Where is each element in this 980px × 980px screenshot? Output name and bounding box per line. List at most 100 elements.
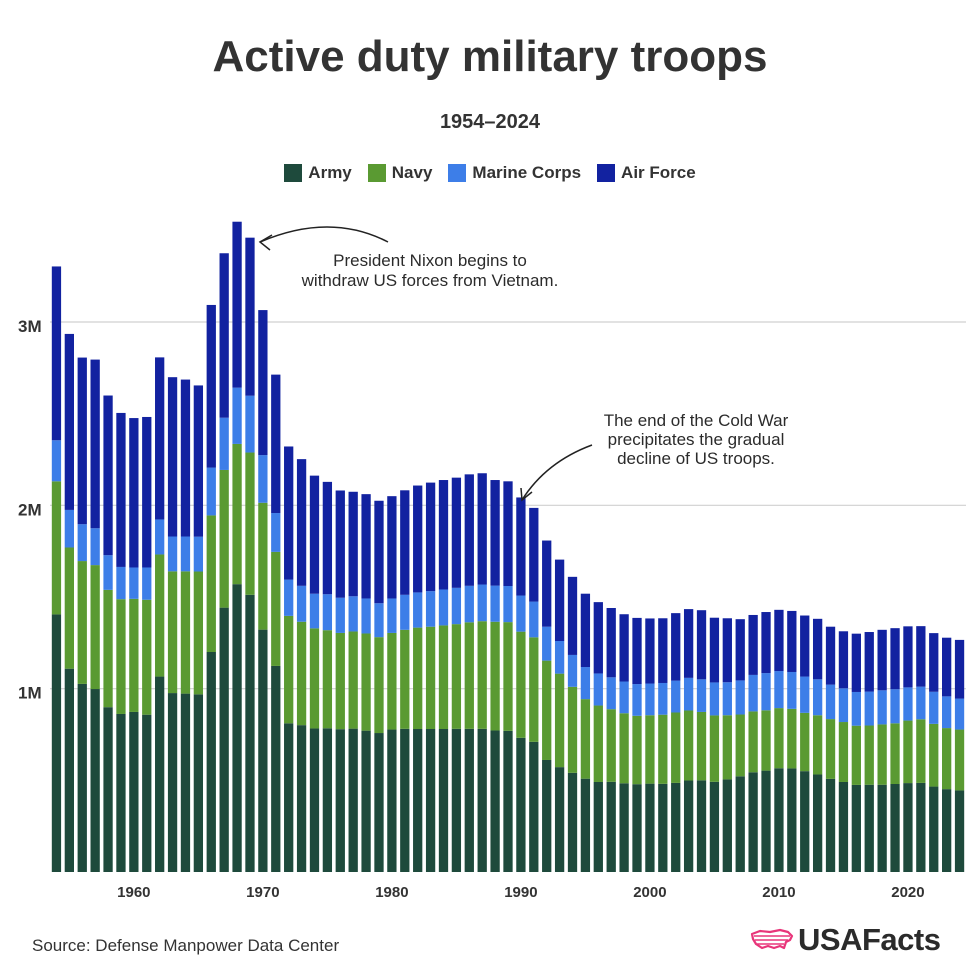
logo-wordmark: USAFacts xyxy=(798,922,941,957)
bar-navy-1995 xyxy=(580,699,591,779)
x-tick-label: 2020 xyxy=(891,884,924,901)
bar-navy-2007 xyxy=(735,714,745,777)
bar-army-2020 xyxy=(903,783,913,872)
chart-title: Active duty military troops xyxy=(212,32,768,81)
bar-air-force-1987 xyxy=(477,473,487,585)
bar-air-force-1971 xyxy=(271,374,281,514)
bar-navy-2008 xyxy=(748,711,758,773)
bar-army-2011 xyxy=(787,768,797,872)
bar-air-force-1962 xyxy=(155,357,165,520)
chart-subtitle: 1954–2024 xyxy=(439,111,541,133)
bar-army-1997 xyxy=(606,781,616,872)
bar-navy-1963 xyxy=(167,571,178,694)
bar-marine-corps-1995 xyxy=(580,667,591,700)
bar-air-force-1959 xyxy=(116,412,126,567)
bar-army-1994 xyxy=(567,772,578,872)
bar-marine-corps-2011 xyxy=(787,671,797,709)
bar-army-1971 xyxy=(271,665,281,872)
bar-army-1974 xyxy=(309,728,320,872)
bar-marine-corps-2016 xyxy=(851,691,861,726)
legend-label: Navy xyxy=(391,163,433,182)
bar-air-force-2024 xyxy=(954,639,965,699)
bar-marine-corps-1976 xyxy=(335,597,345,633)
bar-air-force-1977 xyxy=(348,491,358,597)
bar-air-force-2006 xyxy=(722,618,732,683)
bar-marine-corps-2008 xyxy=(748,674,758,712)
bar-army-1989 xyxy=(503,730,513,872)
bar-marine-corps-1973 xyxy=(296,585,307,622)
bar-marine-corps-1980 xyxy=(387,598,397,633)
bar-air-force-1985 xyxy=(451,477,462,588)
bar-army-2006 xyxy=(722,779,732,872)
bar-air-force-2022 xyxy=(929,633,939,692)
y-tick-label: 2M xyxy=(18,500,42,519)
bar-army-2023 xyxy=(942,789,952,872)
bar-army-1966 xyxy=(206,652,216,872)
legend-swatch xyxy=(597,164,616,182)
bar-army-2019 xyxy=(890,784,900,872)
bar-navy-2012 xyxy=(800,712,810,772)
bar-navy-2006 xyxy=(722,715,732,780)
bar-navy-1990 xyxy=(516,631,526,738)
bar-air-force-2003 xyxy=(683,609,694,678)
bar-navy-1992 xyxy=(542,660,552,760)
legend-swatch xyxy=(367,164,386,182)
bar-marine-corps-2009 xyxy=(761,673,771,711)
bar-army-1968 xyxy=(232,584,242,872)
bar-navy-1954 xyxy=(51,481,62,615)
bar-navy-1997 xyxy=(606,709,616,782)
bar-navy-1970 xyxy=(258,502,268,630)
bar-air-force-1966 xyxy=(206,304,216,468)
bar-marine-corps-1990 xyxy=(516,595,526,632)
bar-army-2010 xyxy=(774,768,784,872)
bar-marine-corps-2010 xyxy=(774,671,784,709)
bar-army-1990 xyxy=(516,737,526,872)
bar-navy-1964 xyxy=(180,571,191,694)
bar-army-1964 xyxy=(180,693,191,872)
bar-marine-corps-1972 xyxy=(284,579,294,616)
bar-marine-corps-1963 xyxy=(167,536,178,572)
bar-navy-1960 xyxy=(129,598,139,712)
bar-army-1979 xyxy=(374,733,384,872)
bar-air-force-1981 xyxy=(400,490,410,595)
bar-army-2018 xyxy=(877,784,887,872)
bar-air-force-1982 xyxy=(413,485,423,593)
bar-marine-corps-1965 xyxy=(193,536,204,572)
bar-marine-corps-1960 xyxy=(129,567,139,599)
bar-air-force-1970 xyxy=(258,310,268,456)
bar-air-force-2015 xyxy=(838,631,849,689)
bar-air-force-1974 xyxy=(309,475,320,594)
bar-army-1995 xyxy=(580,778,591,872)
bar-army-1958 xyxy=(103,707,113,872)
annotation-arrowhead xyxy=(520,487,533,502)
bar-air-force-1997 xyxy=(606,608,616,678)
bar-army-2007 xyxy=(735,776,745,872)
bar-navy-1986 xyxy=(464,622,474,729)
bar-navy-1979 xyxy=(374,637,384,734)
bar-army-1969 xyxy=(245,594,255,872)
bar-air-force-1958 xyxy=(103,395,113,556)
bar-marine-corps-1962 xyxy=(155,519,165,555)
bar-marine-corps-1998 xyxy=(619,681,629,714)
bar-marine-corps-1984 xyxy=(438,589,449,626)
source-note: Source: Defense Manpower Data Center xyxy=(32,936,340,955)
bar-army-1987 xyxy=(477,728,487,872)
bar-marine-corps-2012 xyxy=(800,676,810,713)
bar-navy-2011 xyxy=(787,708,797,769)
bar-navy-1994 xyxy=(567,686,578,773)
bar-army-1985 xyxy=(451,728,462,872)
legend-label: Air Force xyxy=(621,163,696,182)
bar-air-force-2017 xyxy=(864,632,874,692)
bar-air-force-2018 xyxy=(877,629,887,691)
bar-air-force-1965 xyxy=(193,385,204,537)
bar-air-force-2016 xyxy=(851,633,861,692)
x-tick-label: 1960 xyxy=(117,884,150,901)
bar-navy-1981 xyxy=(400,629,410,729)
bar-marine-corps-2020 xyxy=(903,687,913,721)
bar-air-force-1990 xyxy=(516,497,526,596)
bar-army-1960 xyxy=(129,711,139,872)
bar-marine-corps-1969 xyxy=(245,395,255,453)
bar-air-force-1969 xyxy=(245,237,255,396)
bar-air-force-1979 xyxy=(374,500,384,604)
bar-marine-corps-1956 xyxy=(77,524,87,562)
